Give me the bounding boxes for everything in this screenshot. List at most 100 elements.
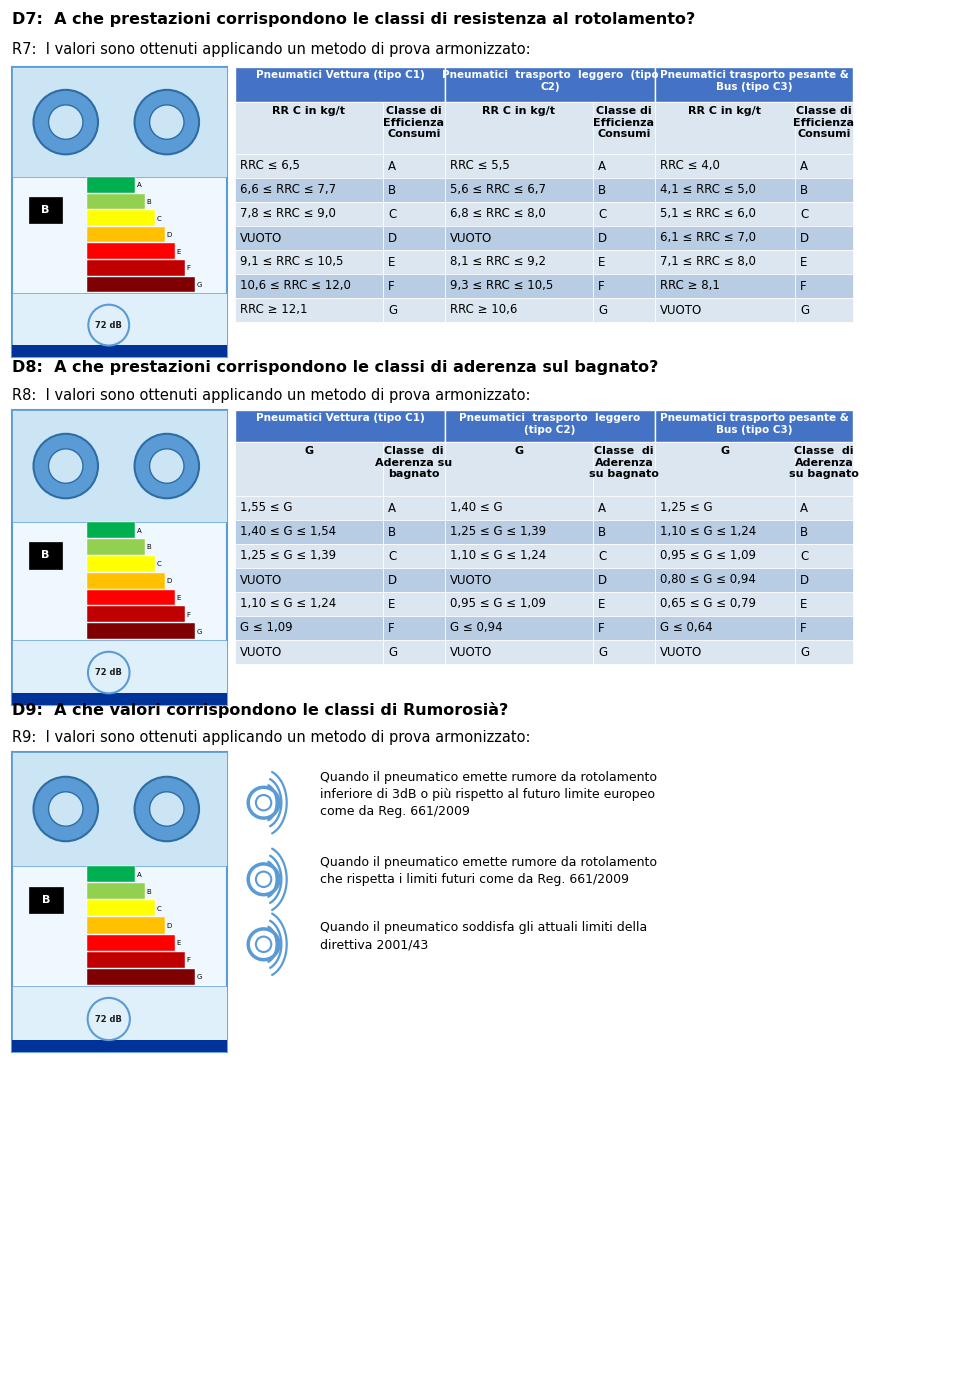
- Text: RR C in kg/t: RR C in kg/t: [483, 106, 556, 115]
- Circle shape: [134, 776, 199, 841]
- Bar: [87, 539, 145, 555]
- Bar: [655, 225, 795, 250]
- Bar: [383, 250, 445, 273]
- Text: E: E: [388, 598, 396, 610]
- Text: Classe di
Efficienza
Consumi: Classe di Efficienza Consumi: [383, 106, 444, 139]
- Text: 72 dB: 72 dB: [95, 320, 122, 330]
- Text: Classe  di
Aderenza su
bagnato: Classe di Aderenza su bagnato: [375, 447, 452, 480]
- Bar: [12, 67, 227, 357]
- Text: C: C: [156, 561, 161, 567]
- Bar: [235, 179, 383, 202]
- Bar: [235, 225, 383, 250]
- Bar: [383, 496, 445, 519]
- Bar: [383, 592, 445, 616]
- Text: G ≤ 0,94: G ≤ 0,94: [450, 621, 503, 635]
- Bar: [12, 1040, 227, 1052]
- Bar: [655, 519, 795, 544]
- Bar: [655, 154, 795, 179]
- Bar: [235, 496, 383, 519]
- Bar: [235, 544, 383, 567]
- Bar: [445, 544, 593, 567]
- Text: E: E: [177, 940, 181, 947]
- Text: A: A: [800, 159, 808, 173]
- Bar: [235, 298, 383, 322]
- Text: 1,55 ≤ G: 1,55 ≤ G: [240, 502, 293, 514]
- Text: 0,95 ≤ G ≤ 1,09: 0,95 ≤ G ≤ 1,09: [450, 598, 546, 610]
- Text: RRC ≥ 10,6: RRC ≥ 10,6: [450, 304, 517, 316]
- Text: E: E: [800, 256, 807, 268]
- Bar: [87, 227, 165, 242]
- Bar: [29, 543, 62, 569]
- Text: D: D: [800, 231, 809, 245]
- Bar: [235, 592, 383, 616]
- Text: B: B: [41, 205, 50, 214]
- Text: 6,6 ≤ RRC ≤ 7,7: 6,6 ≤ RRC ≤ 7,7: [240, 184, 336, 196]
- Bar: [383, 616, 445, 640]
- Text: VUOTO: VUOTO: [450, 646, 492, 658]
- Text: Pneumatici  trasporto  leggero  (tipo
C2): Pneumatici trasporto leggero (tipo C2): [442, 70, 659, 92]
- Bar: [235, 409, 445, 442]
- Text: 1,25 ≤ G: 1,25 ≤ G: [660, 502, 712, 514]
- Circle shape: [34, 89, 98, 154]
- Text: VUOTO: VUOTO: [660, 304, 703, 316]
- Text: 9,1 ≤ RRC ≤ 10,5: 9,1 ≤ RRC ≤ 10,5: [240, 256, 344, 268]
- Text: D: D: [167, 232, 172, 238]
- Bar: [655, 567, 795, 592]
- Bar: [593, 496, 655, 519]
- Text: C: C: [156, 905, 161, 912]
- Circle shape: [150, 791, 184, 826]
- Text: 7,8 ≤ RRC ≤ 9,0: 7,8 ≤ RRC ≤ 9,0: [240, 207, 336, 220]
- Text: B: B: [147, 544, 152, 551]
- Text: VUOTO: VUOTO: [660, 646, 703, 658]
- Bar: [383, 640, 445, 664]
- Bar: [593, 154, 655, 179]
- Bar: [445, 250, 593, 273]
- Bar: [445, 273, 593, 298]
- Bar: [235, 154, 383, 179]
- Text: RRC ≤ 4,0: RRC ≤ 4,0: [660, 159, 720, 173]
- Bar: [235, 202, 383, 225]
- Text: G: G: [388, 304, 397, 316]
- Text: 5,1 ≤ RRC ≤ 6,0: 5,1 ≤ RRC ≤ 6,0: [660, 207, 756, 220]
- Bar: [655, 544, 795, 567]
- Bar: [383, 154, 445, 179]
- Text: E: E: [800, 598, 807, 610]
- Bar: [655, 202, 795, 225]
- Bar: [12, 67, 227, 177]
- Text: G: G: [197, 974, 203, 981]
- Bar: [795, 567, 853, 592]
- Bar: [445, 202, 593, 225]
- Bar: [87, 866, 134, 882]
- Text: B: B: [41, 894, 50, 905]
- Text: F: F: [187, 611, 191, 618]
- Bar: [87, 624, 195, 639]
- Bar: [383, 567, 445, 592]
- Text: F: F: [187, 265, 191, 271]
- Bar: [12, 409, 227, 522]
- Bar: [87, 522, 134, 539]
- Text: E: E: [388, 256, 396, 268]
- Text: B: B: [800, 525, 808, 539]
- Bar: [87, 276, 195, 293]
- Bar: [383, 442, 445, 496]
- Bar: [445, 102, 593, 154]
- Text: D8:  A che prestazioni corrispondono le classi di aderenza sul bagnato?: D8: A che prestazioni corrispondono le c…: [12, 360, 659, 375]
- Bar: [593, 273, 655, 298]
- Bar: [12, 752, 227, 866]
- Text: F: F: [388, 279, 395, 293]
- Bar: [87, 918, 165, 933]
- Circle shape: [49, 449, 83, 484]
- Text: G: G: [598, 646, 607, 658]
- Bar: [383, 519, 445, 544]
- Bar: [87, 556, 155, 572]
- Text: 6,8 ≤ RRC ≤ 8,0: 6,8 ≤ RRC ≤ 8,0: [450, 207, 545, 220]
- Text: 1,10 ≤ G ≤ 1,24: 1,10 ≤ G ≤ 1,24: [450, 550, 546, 562]
- Bar: [87, 969, 195, 985]
- Bar: [383, 102, 445, 154]
- Text: Pneumatici trasporto pesante &
Bus (tipo C3): Pneumatici trasporto pesante & Bus (tipo…: [660, 70, 849, 92]
- Text: F: F: [187, 958, 191, 963]
- Text: R9:  I valori sono ottenuti applicando un metodo di prova armonizzato:: R9: I valori sono ottenuti applicando un…: [12, 730, 531, 745]
- Text: G: G: [388, 646, 397, 658]
- Bar: [445, 442, 593, 496]
- Bar: [235, 67, 445, 102]
